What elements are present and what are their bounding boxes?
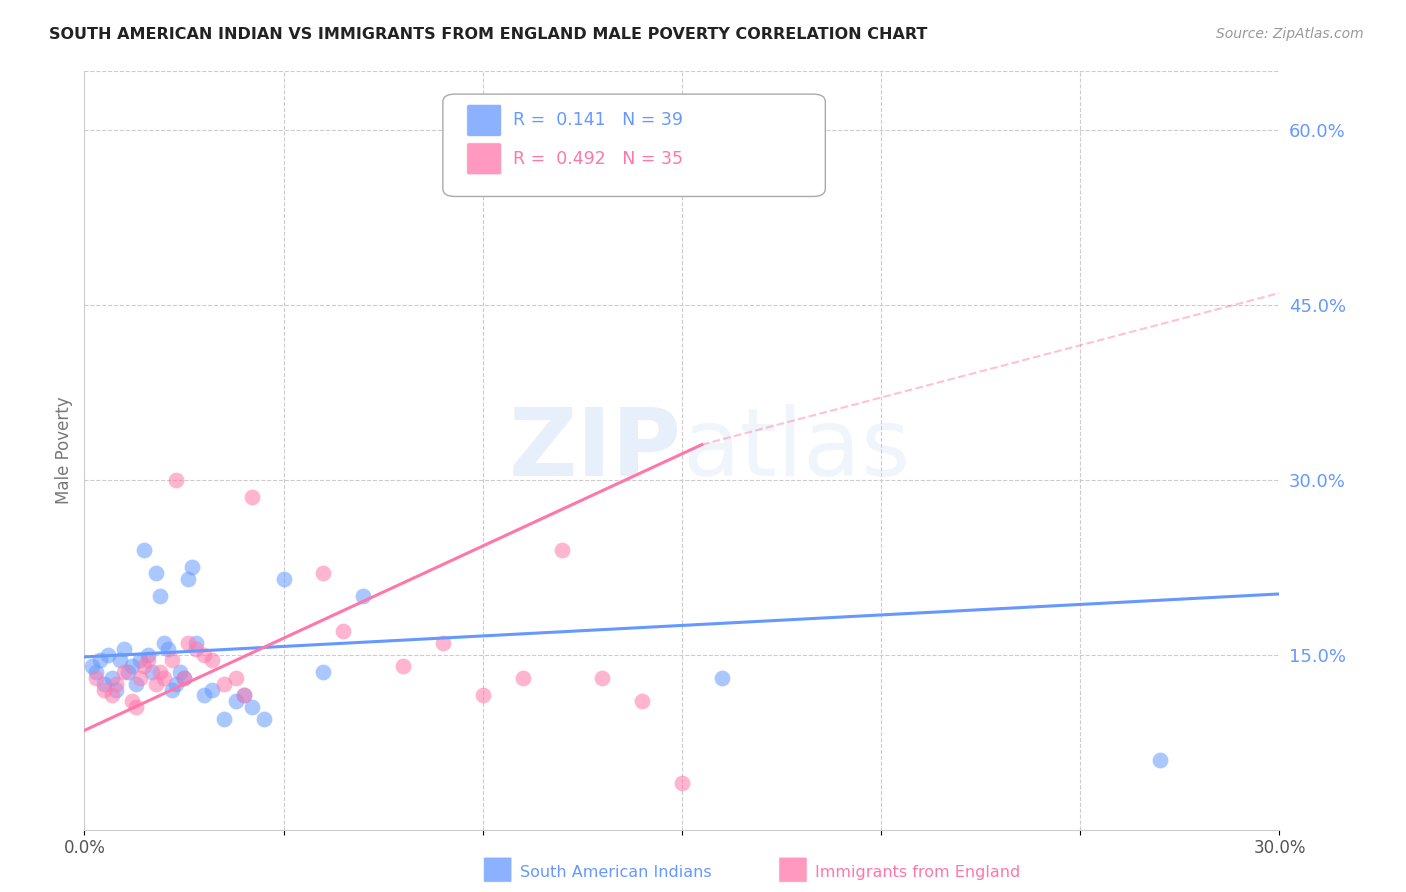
Point	[225, 671, 247, 685]
Point	[86, 665, 108, 679]
Point	[240, 700, 263, 714]
Point	[177, 572, 200, 586]
Point	[201, 653, 224, 667]
Y-axis label: Male Poverty: Male Poverty	[55, 397, 73, 504]
Point	[125, 700, 148, 714]
Point	[392, 659, 415, 673]
Point	[193, 689, 215, 703]
Point	[86, 671, 108, 685]
Point	[82, 659, 104, 673]
Point	[591, 671, 613, 685]
Point	[352, 589, 374, 603]
Point	[181, 560, 204, 574]
Point	[105, 682, 128, 697]
Point	[212, 677, 235, 691]
Point	[173, 671, 195, 685]
Point	[110, 653, 132, 667]
Text: R =  0.141   N = 39: R = 0.141 N = 39	[513, 112, 683, 129]
Point	[165, 473, 187, 487]
Point	[631, 694, 654, 708]
Point	[112, 641, 135, 656]
Point	[173, 671, 195, 685]
Point	[141, 665, 163, 679]
FancyBboxPatch shape	[467, 104, 502, 136]
Point	[232, 689, 254, 703]
Point	[177, 636, 200, 650]
Point	[193, 648, 215, 662]
Point	[145, 566, 167, 580]
Point	[160, 682, 183, 697]
Point	[312, 665, 335, 679]
Text: atlas: atlas	[682, 404, 910, 497]
Point	[117, 665, 139, 679]
Point	[160, 653, 183, 667]
Point	[125, 677, 148, 691]
Point	[89, 653, 111, 667]
Point	[145, 677, 167, 691]
Point	[201, 682, 224, 697]
Point	[149, 589, 172, 603]
Point	[184, 641, 207, 656]
Point	[710, 671, 733, 685]
Point	[101, 671, 124, 685]
Point	[157, 641, 180, 656]
Point	[312, 566, 335, 580]
FancyBboxPatch shape	[443, 95, 825, 196]
Point	[105, 677, 128, 691]
Point	[273, 572, 295, 586]
Point	[149, 665, 172, 679]
Point	[153, 671, 176, 685]
Text: Immigrants from England: Immigrants from England	[815, 865, 1021, 880]
Text: SOUTH AMERICAN INDIAN VS IMMIGRANTS FROM ENGLAND MALE POVERTY CORRELATION CHART: SOUTH AMERICAN INDIAN VS IMMIGRANTS FROM…	[49, 27, 928, 42]
Text: South American Indians: South American Indians	[520, 865, 711, 880]
Point	[97, 648, 120, 662]
Point	[169, 665, 191, 679]
FancyBboxPatch shape	[467, 143, 502, 175]
Point	[93, 682, 115, 697]
Point	[93, 677, 115, 691]
Point	[121, 659, 143, 673]
Point	[184, 636, 207, 650]
Point	[240, 490, 263, 504]
Point	[132, 659, 156, 673]
Point	[101, 689, 124, 703]
Point	[132, 542, 156, 557]
Text: R =  0.492   N = 35: R = 0.492 N = 35	[513, 150, 683, 168]
Text: ZIP: ZIP	[509, 404, 682, 497]
Point	[332, 624, 354, 639]
Point	[225, 694, 247, 708]
Point	[432, 636, 454, 650]
Point	[512, 671, 534, 685]
Point	[1149, 753, 1171, 767]
Point	[232, 689, 254, 703]
Point	[129, 671, 152, 685]
Text: Source: ZipAtlas.com: Source: ZipAtlas.com	[1216, 27, 1364, 41]
Point	[165, 677, 187, 691]
Point	[129, 653, 152, 667]
Point	[671, 776, 693, 790]
Point	[136, 653, 159, 667]
Point	[153, 636, 176, 650]
Point	[253, 712, 276, 726]
Point	[136, 648, 159, 662]
Point	[471, 689, 494, 703]
Point	[212, 712, 235, 726]
Point	[112, 665, 135, 679]
Point	[551, 542, 574, 557]
Point	[121, 694, 143, 708]
